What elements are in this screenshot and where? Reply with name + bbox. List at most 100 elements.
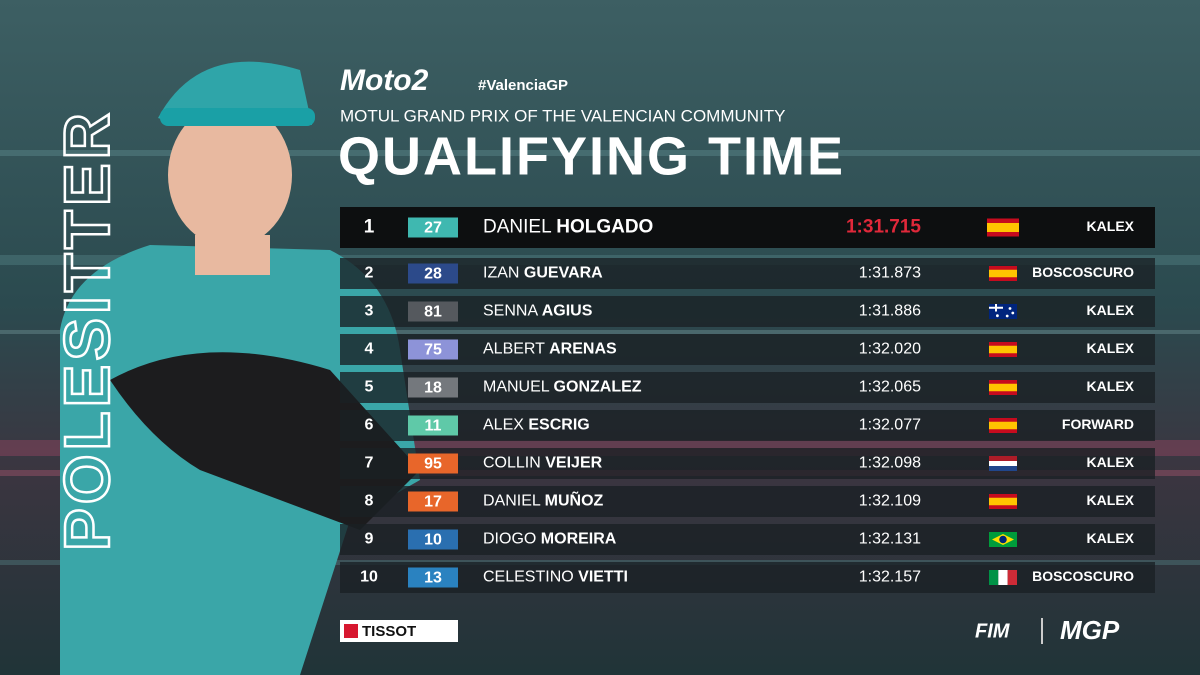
flag-part: [989, 570, 999, 585]
team: KALEX: [1087, 454, 1135, 470]
rider-name: IZAN GUEVARA: [483, 265, 603, 282]
divider: [1041, 618, 1043, 644]
rider-number: 17: [424, 494, 442, 511]
first-name: IZAN: [483, 265, 519, 282]
flag-part: [1011, 311, 1015, 315]
flag: [989, 342, 1017, 357]
result-row: 9 10 DIOGO MOREIRA 1:32.131 KALEX: [340, 524, 1155, 555]
lap-time: 1:32.109: [859, 493, 921, 510]
rider-name: ALEX ESCRIG: [483, 417, 590, 434]
number-badge: [408, 491, 458, 512]
last-name: AGIUS: [542, 303, 593, 320]
position: 1: [364, 217, 375, 238]
lap-time: 1:31.873: [859, 265, 921, 282]
first-name: MANUEL: [483, 379, 550, 396]
team: KALEX: [1087, 302, 1135, 318]
side-label: POLESITTER: [51, 109, 123, 551]
result-row: 2 28 IZAN GUEVARA 1:31.873 BOSCOSCURO: [340, 258, 1155, 289]
number-badge: [408, 453, 458, 474]
row-background: [340, 524, 1155, 555]
lap-time: 1:32.157: [859, 569, 921, 586]
team: KALEX: [1087, 218, 1135, 234]
last-name: ESCRIG: [528, 417, 589, 434]
team: KALEX: [1087, 340, 1135, 356]
team: BOSCOSCURO: [1032, 264, 1134, 280]
flag-part: [989, 466, 1017, 471]
row-background: [340, 207, 1155, 248]
flag: [989, 532, 1017, 547]
rider-number: 13: [424, 570, 442, 587]
number-badge: [408, 263, 458, 284]
tissot-box: [340, 620, 458, 642]
number-badge: [408, 377, 458, 398]
lap-time: 1:31.886: [859, 303, 921, 320]
results-table: 1 27 DANIEL HOLGADO 1:31.715 KALEX 2 28 IZAN GU…: [340, 207, 1155, 593]
position: 7: [365, 455, 374, 472]
position: 4: [365, 341, 374, 358]
position: 6: [365, 417, 374, 434]
result-row: 1 27 DANIEL HOLGADO 1:31.715 KALEX: [340, 207, 1155, 248]
rider-number: 81: [424, 304, 442, 321]
rider-name: DIOGO MOREIRA: [483, 531, 617, 548]
last-name: VIETTI: [578, 569, 628, 586]
row-background: [340, 296, 1155, 327]
flag: [989, 304, 1017, 319]
rider-name: COLLIN VEIJER: [483, 455, 603, 472]
flag-part: [989, 456, 1017, 461]
position: 5: [365, 379, 374, 396]
lap-time: 1:32.077: [859, 417, 921, 434]
position: 2: [365, 265, 374, 282]
row-background: [340, 562, 1155, 593]
result-row: 4 75 ALBERT ARENAS 1:32.020 KALEX: [340, 334, 1155, 365]
team: KALEX: [1087, 378, 1135, 394]
flag-part: [989, 269, 1017, 278]
last-name: GONZALEZ: [554, 379, 642, 396]
last-name: MUÑOZ: [545, 490, 604, 510]
flag-part: [989, 383, 1017, 392]
first-name: ALBERT: [483, 341, 545, 358]
rider-name: SENNA AGIUS: [483, 303, 593, 320]
flag-part: [989, 345, 1017, 354]
flag-part: [995, 304, 997, 312]
first-name: DANIEL: [483, 493, 541, 510]
last-name: VEIJER: [545, 455, 602, 472]
result-row: 8 17 DANIEL MUÑOZ 1:32.109 KALEX: [340, 486, 1155, 517]
number-badge: [408, 339, 458, 360]
last-name: ARENAS: [549, 341, 617, 358]
team: KALEX: [1087, 530, 1135, 546]
rider-number: 18: [424, 380, 442, 397]
rider-name: ALBERT ARENAS: [483, 341, 617, 358]
rider-number: 10: [424, 532, 442, 549]
flag: [989, 456, 1017, 471]
lap-time: 1:32.065: [859, 379, 921, 396]
flag-part: [996, 314, 999, 318]
flag-part: [998, 570, 1008, 585]
flag: [989, 266, 1017, 281]
number-badge: [408, 529, 458, 550]
position: 8: [365, 493, 374, 510]
row-background: [340, 258, 1155, 289]
row-background: [340, 486, 1155, 517]
flag-part: [1005, 314, 1009, 318]
team: KALEX: [1087, 492, 1135, 508]
lap-time: 1:31.715: [846, 217, 921, 238]
last-name: MOREIRA: [541, 531, 617, 548]
position: 3: [365, 303, 374, 320]
rider-name: DANIEL MUÑOZ: [483, 490, 604, 510]
first-name: SENNA: [483, 303, 538, 320]
first-name: ALEX: [483, 417, 524, 434]
flag: [989, 570, 1017, 585]
row-background: [340, 372, 1155, 403]
first-name: DANIEL: [483, 217, 551, 238]
first-name: COLLIN: [483, 455, 541, 472]
hashtag: #ValenciaGP: [478, 77, 568, 94]
result-row: 6 11 ALEX ESCRIG 1:32.077 FORWARD: [340, 410, 1155, 441]
result-row: 3 81 SENNA AGIUS 1:31.886 KALEX: [340, 296, 1155, 327]
result-row: 5 18 MANUEL GONZALEZ 1:32.065 KALEX: [340, 372, 1155, 403]
row-background: [340, 334, 1155, 365]
rider-number: 95: [424, 456, 442, 473]
flag-part: [989, 421, 1017, 430]
flag: [989, 380, 1017, 395]
number-badge: [408, 567, 458, 588]
flag: [989, 494, 1017, 509]
